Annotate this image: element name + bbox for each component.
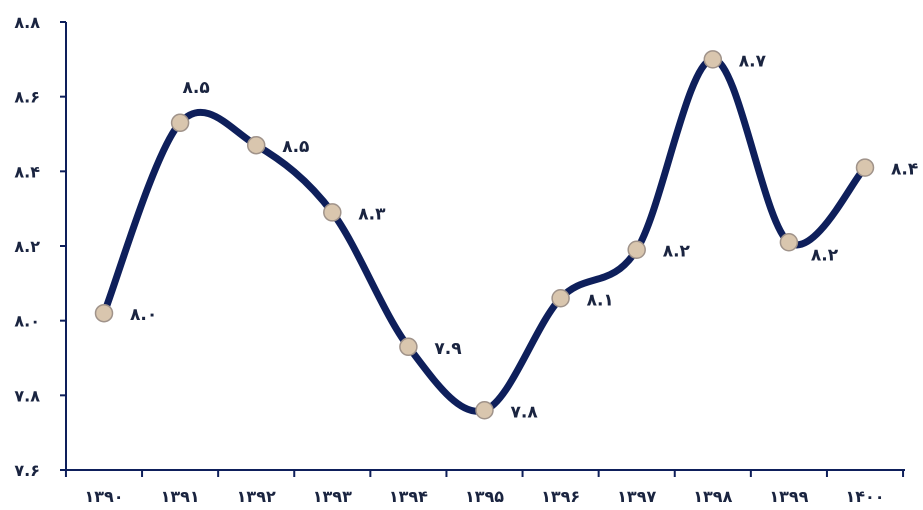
x-tick-label: ۱۳۹۹	[769, 487, 808, 506]
data-label: ۸.۰	[130, 305, 157, 325]
data-point	[399, 337, 418, 357]
data-point	[627, 240, 646, 259]
x-tick-label: ۱۳۹۴	[389, 487, 428, 506]
data-point	[94, 303, 114, 323]
y-axis-ticks: ۷.۶ ۷.۸ ۸.۰ ۸.۲ ۸.۴ ۸.۶ ۸.۸	[14, 13, 66, 480]
data-label: ۸.۵	[282, 137, 309, 157]
x-tick-label: ۱۳۹۸	[693, 487, 732, 506]
y-tick-label: ۸.۰	[14, 312, 40, 331]
x-tick-label: ۱۳۹۱	[161, 487, 200, 506]
data-point	[703, 50, 723, 69]
x-tick-label: ۱۳۹۰	[84, 487, 123, 506]
y-tick-label: ۸.۸	[14, 13, 40, 32]
x-tick-label: ۱۳۹۶	[541, 487, 580, 506]
data-label: ۸.۳	[358, 204, 386, 224]
data-point	[551, 289, 570, 308]
data-point	[170, 113, 190, 133]
data-labels: ۸.۰ ۸.۵ ۸.۵ ۸.۳ ۷.۹ ۷.۸ ۸.۱ ۸.۲ ۸.۷ ۸.۲ ۸.۴	[130, 51, 918, 422]
x-tick-label: ۱۳۹۵	[465, 487, 504, 506]
data-point	[246, 135, 266, 155]
data-label: ۷.۸	[511, 402, 539, 422]
data-point	[779, 233, 799, 252]
x-tick-label: ۱۳۹۳	[313, 487, 352, 506]
data-label: ۸.۱	[587, 290, 614, 310]
data-label: ۷.۹	[434, 339, 462, 359]
data-label: ۸.۵	[182, 78, 209, 98]
y-tick-label: ۷.۶	[14, 461, 40, 480]
y-tick-label: ۸.۶	[14, 88, 40, 107]
y-tick-label: ۷.۸	[14, 386, 40, 405]
x-tick-label: ۱۳۹۲	[237, 487, 276, 506]
data-label: ۸.۴	[891, 160, 918, 180]
data-point	[855, 158, 875, 177]
data-point	[323, 203, 342, 222]
x-tick-label: ۱۳۹۷	[617, 487, 656, 506]
x-tick-label: ۱۴۰۰	[845, 487, 884, 506]
data-label: ۸.۷	[739, 51, 767, 71]
y-tick-label: ۸.۴	[14, 162, 40, 181]
data-point	[475, 401, 494, 420]
x-axis-ticks: ۱۳۹۰ ۱۳۹۱ ۱۳۹۲ ۱۳۹۳ ۱۳۹۴ ۱۳۹۵ ۱۳۹۶ ۱۳۹۷ ۱۳۹۸ ۱۳۹۹…	[64, 470, 905, 506]
data-label: ۸.۲	[663, 242, 691, 262]
series-line	[100, 55, 869, 415]
y-tick-label: ۸.۲	[14, 237, 40, 256]
data-points	[94, 50, 875, 420]
data-label: ۸.۲	[811, 245, 839, 265]
